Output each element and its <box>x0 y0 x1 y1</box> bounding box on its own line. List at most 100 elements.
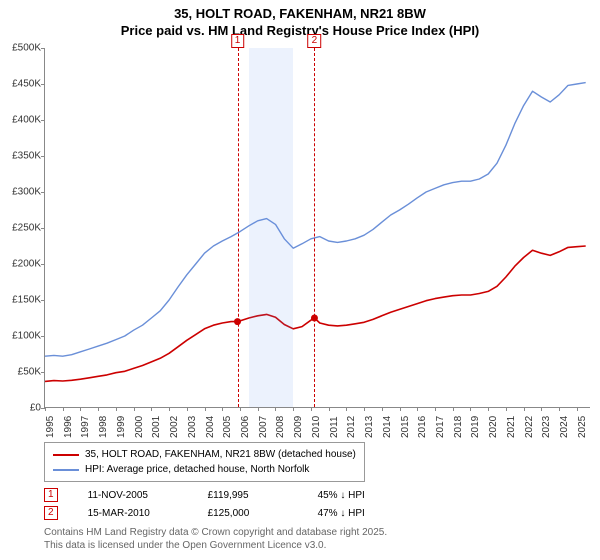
x-tick-mark <box>45 407 46 411</box>
y-tick-mark <box>41 228 45 229</box>
y-tick-mark <box>41 372 45 373</box>
x-tick-mark <box>346 407 347 411</box>
y-tick-mark <box>41 84 45 85</box>
y-tick-label: £150K <box>1 295 41 306</box>
y-tick-label: £500K <box>1 43 41 54</box>
x-tick-label: 2003 <box>187 416 198 438</box>
x-tick-mark <box>400 407 401 411</box>
x-tick-label: 2023 <box>541 416 552 438</box>
x-tick-label: 2001 <box>151 416 162 438</box>
x-tick-label: 2021 <box>506 416 517 438</box>
x-tick-label: 2015 <box>400 416 411 438</box>
y-tick-label: £0 <box>1 403 41 414</box>
x-tick-mark <box>151 407 152 411</box>
x-tick-label: 2004 <box>205 416 216 438</box>
x-tick-mark <box>506 407 507 411</box>
x-tick-label: 2013 <box>364 416 375 438</box>
x-tick-label: 2025 <box>577 416 588 438</box>
y-tick-mark <box>41 48 45 49</box>
x-tick-label: 2006 <box>240 416 251 438</box>
x-tick-label: 2022 <box>524 416 535 438</box>
highlight-band <box>249 48 293 407</box>
x-tick-mark <box>470 407 471 411</box>
x-tick-label: 2010 <box>311 416 322 438</box>
event-badge: 1 <box>44 488 58 502</box>
legend-swatch <box>53 454 79 456</box>
legend-row: HPI: Average price, detached house, Nort… <box>53 462 356 477</box>
x-tick-mark <box>577 407 578 411</box>
event-table: 1 11-NOV-2005 £119,995 45% ↓ HPI 2 15-MA… <box>44 486 418 522</box>
event-date: 15-MAR-2010 <box>88 508 178 519</box>
x-tick-label: 2012 <box>346 416 357 438</box>
legend: 35, HOLT ROAD, FAKENHAM, NR21 8BW (detac… <box>44 442 365 482</box>
x-tick-mark <box>382 407 383 411</box>
y-tick-label: £100K <box>1 331 41 342</box>
y-tick-label: £400K <box>1 115 41 126</box>
title-line2: Price paid vs. HM Land Registry's House … <box>0 23 600 40</box>
x-tick-label: 2009 <box>293 416 304 438</box>
x-tick-mark <box>98 407 99 411</box>
legend-row: 35, HOLT ROAD, FAKENHAM, NR21 8BW (detac… <box>53 447 356 462</box>
x-tick-label: 2000 <box>134 416 145 438</box>
x-tick-mark <box>293 407 294 411</box>
x-tick-mark <box>222 407 223 411</box>
y-tick-mark <box>41 264 45 265</box>
x-tick-mark <box>258 407 259 411</box>
event-price: £119,995 <box>208 490 288 501</box>
footnote-line2: This data is licensed under the Open Gov… <box>44 539 387 552</box>
x-tick-label: 2005 <box>222 416 233 438</box>
title-block: 35, HOLT ROAD, FAKENHAM, NR21 8BW Price … <box>0 0 600 40</box>
x-tick-label: 2018 <box>453 416 464 438</box>
x-tick-mark <box>134 407 135 411</box>
x-tick-label: 2016 <box>417 416 428 438</box>
x-tick-mark <box>453 407 454 411</box>
y-tick-label: £350K <box>1 151 41 162</box>
title-line1: 35, HOLT ROAD, FAKENHAM, NR21 8BW <box>0 6 600 23</box>
event-badge: 2 <box>44 506 58 520</box>
chart-svg <box>45 48 590 407</box>
x-tick-mark <box>80 407 81 411</box>
x-tick-mark <box>63 407 64 411</box>
x-tick-label: 1995 <box>45 416 56 438</box>
y-tick-mark <box>41 120 45 121</box>
y-tick-label: £250K <box>1 223 41 234</box>
x-tick-mark <box>116 407 117 411</box>
x-tick-mark <box>417 407 418 411</box>
y-tick-mark <box>41 192 45 193</box>
y-tick-label: £450K <box>1 79 41 90</box>
y-tick-label: £300K <box>1 187 41 198</box>
x-tick-mark <box>311 407 312 411</box>
event-row: 1 11-NOV-2005 £119,995 45% ↓ HPI <box>44 486 418 504</box>
chart-container: 35, HOLT ROAD, FAKENHAM, NR21 8BW Price … <box>0 0 600 560</box>
x-tick-label: 2014 <box>382 416 393 438</box>
footnote-line1: Contains HM Land Registry data © Crown c… <box>44 526 387 539</box>
x-tick-mark <box>559 407 560 411</box>
x-tick-label: 2020 <box>488 416 499 438</box>
legend-label: 35, HOLT ROAD, FAKENHAM, NR21 8BW (detac… <box>85 447 356 462</box>
x-tick-mark <box>524 407 525 411</box>
x-tick-label: 2011 <box>329 416 340 438</box>
y-tick-mark <box>41 300 45 301</box>
x-tick-label: 1997 <box>80 416 91 438</box>
y-tick-label: £200K <box>1 259 41 270</box>
marker-badge: 2 <box>308 34 322 48</box>
event-row: 2 15-MAR-2010 £125,000 47% ↓ HPI <box>44 504 418 522</box>
event-date: 11-NOV-2005 <box>88 490 178 501</box>
y-tick-label: £50K <box>1 367 41 378</box>
x-tick-mark <box>488 407 489 411</box>
x-tick-mark <box>205 407 206 411</box>
x-tick-mark <box>329 407 330 411</box>
x-tick-label: 2019 <box>470 416 481 438</box>
x-tick-label: 2017 <box>435 416 446 438</box>
x-tick-mark <box>541 407 542 411</box>
x-tick-mark <box>435 407 436 411</box>
event-diff: 47% ↓ HPI <box>318 508 418 519</box>
marker-line <box>314 48 315 407</box>
event-diff: 45% ↓ HPI <box>318 490 418 501</box>
event-price: £125,000 <box>208 508 288 519</box>
x-tick-label: 2024 <box>559 416 570 438</box>
x-tick-label: 1999 <box>116 416 127 438</box>
x-tick-label: 1996 <box>63 416 74 438</box>
x-tick-label: 1998 <box>98 416 109 438</box>
chart-plot-area: £0£50K£100K£150K£200K£250K£300K£350K£400… <box>44 48 590 408</box>
